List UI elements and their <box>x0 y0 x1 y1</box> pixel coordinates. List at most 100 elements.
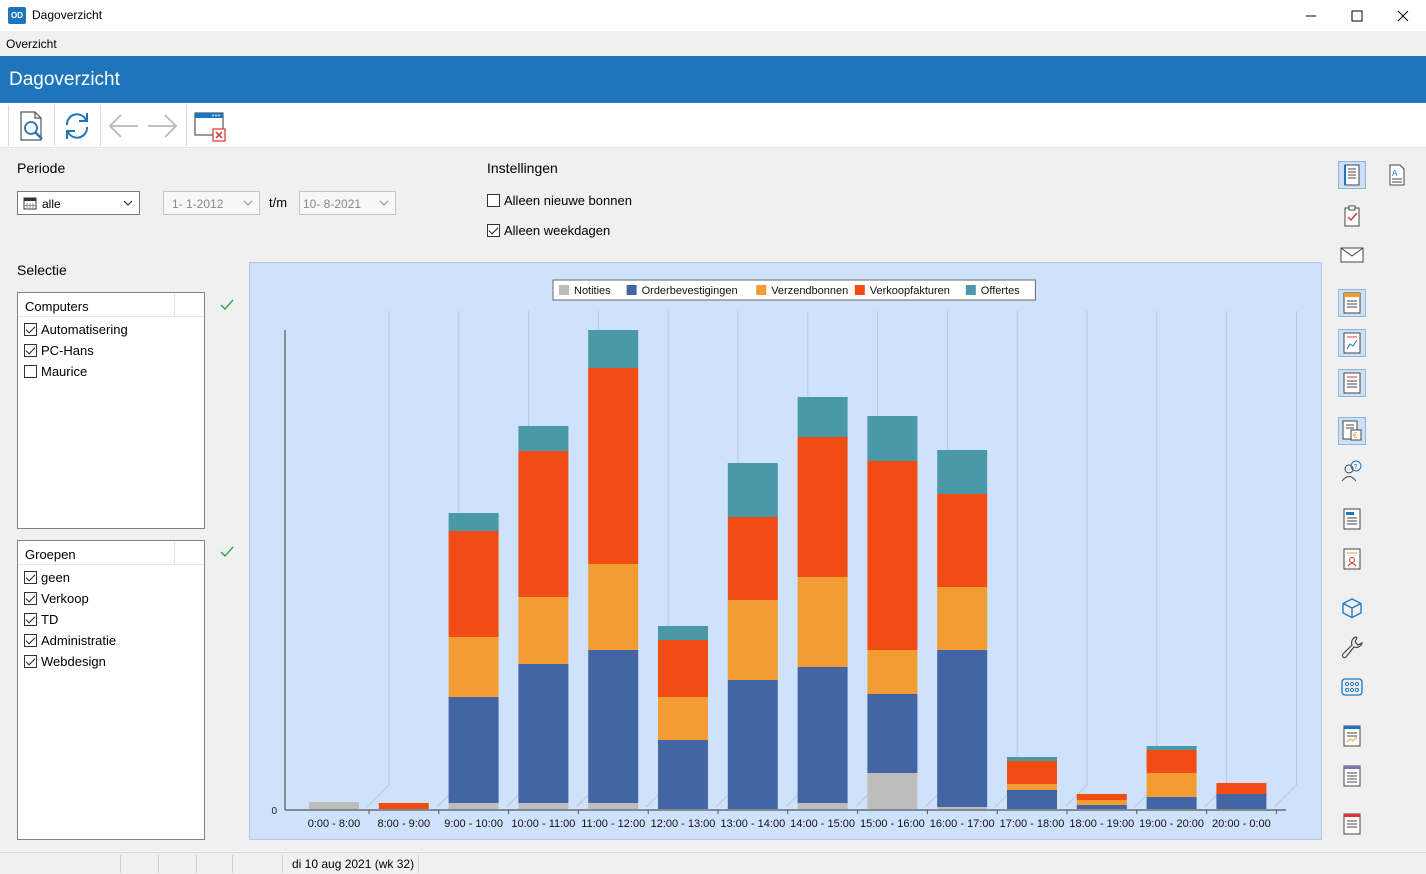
to-date-value: 10- 8-2021 <box>303 197 362 211</box>
invoice-person-button[interactable] <box>1338 545 1366 573</box>
groep-item-label: Administratie <box>41 633 117 648</box>
bar-segment <box>1216 783 1267 794</box>
document-text-icon: A <box>1389 164 1405 186</box>
alleen-nieuwe-bonnen-checkbox[interactable]: Alleen nieuwe bonnen <box>487 193 632 208</box>
bar-segment <box>448 803 499 809</box>
menu-bar: Overzicht <box>0 31 1426 56</box>
minimize-icon <box>1306 15 1316 16</box>
periode-select[interactable]: alle <box>17 191 140 215</box>
bar-segment <box>797 803 848 809</box>
from-date-field[interactable]: 1- 1-2012 <box>163 191 260 215</box>
toolbar <box>0 103 1426 148</box>
back-button[interactable] <box>106 108 142 144</box>
users-help-button[interactable]: ? <box>1338 457 1366 485</box>
bar-segment <box>518 426 569 451</box>
form-lines-button[interactable] <box>1338 369 1366 397</box>
groep-item[interactable]: geen <box>24 570 70 585</box>
status-date: di 10 aug 2021 (wk 32) <box>292 857 415 871</box>
wrench-button[interactable] <box>1338 633 1366 661</box>
menu-overzicht[interactable]: Overzicht <box>6 37 57 51</box>
report-text-button[interactable] <box>1338 810 1366 838</box>
report-list-button[interactable] <box>1338 762 1366 790</box>
form-icon <box>1343 292 1361 314</box>
close-window-button[interactable] <box>192 108 228 144</box>
report-icon <box>1343 725 1361 747</box>
x-tick-label: 17:00 - 18:00 <box>1000 818 1065 830</box>
x-tick-label: 14:00 - 15:00 <box>790 818 855 830</box>
cube-button[interactable] <box>1338 594 1366 622</box>
groepen-list-header: Groepen <box>18 541 204 565</box>
from-date-value: 1- 1-2012 <box>172 197 224 211</box>
bar-segment <box>448 531 499 637</box>
checkbox-box <box>24 365 37 378</box>
journal-button[interactable] <box>1338 161 1366 189</box>
back-arrow-icon <box>108 114 138 138</box>
computer-item[interactable]: PC-Hans <box>24 343 94 358</box>
groepen-header-label: Groepen <box>25 547 76 562</box>
bar-segment <box>1076 794 1127 800</box>
grid-icon <box>1341 678 1363 696</box>
groepen-list[interactable]: Groepen geen Verkoop TD Administratie We… <box>17 540 205 840</box>
bar-segment <box>1007 757 1057 761</box>
svg-text:A: A <box>1392 169 1398 178</box>
close-button[interactable] <box>1380 0 1426 31</box>
select-all-groepen-check-icon[interactable] <box>219 544 235 560</box>
form-euro-button[interactable]: € <box>1338 417 1366 445</box>
alleen-weekdagen-checkbox[interactable]: Alleen weekdagen <box>487 223 610 238</box>
report-text-icon <box>1343 813 1361 835</box>
bar-segment <box>1146 797 1197 809</box>
title-bar: OD Dagoverzicht <box>0 0 1426 31</box>
toolbar-separator <box>8 105 9 146</box>
checkbox-box <box>24 613 37 626</box>
groep-item-label: Verkoop <box>41 591 89 606</box>
bar-segment <box>378 803 429 809</box>
chart-panel: 0 0:00 - 8:00 8:00 - 9:00 9:00 - 10:00 10:00… <box>249 262 1322 840</box>
computer-item[interactable]: Automatisering <box>24 322 128 337</box>
maximize-button[interactable] <box>1334 0 1380 31</box>
invoice-button[interactable] <box>1338 505 1366 533</box>
status-separator <box>196 855 197 873</box>
bar-segment <box>1007 784 1057 790</box>
x-tick-label: 10:00 - 11:00 <box>511 818 575 830</box>
legend-label: Offertes <box>981 285 1020 297</box>
checkbox-box <box>24 571 37 584</box>
refresh-button[interactable] <box>59 108 95 144</box>
computer-item[interactable]: Maurice <box>24 364 87 379</box>
form-button[interactable] <box>1338 289 1366 317</box>
bar-segment <box>518 451 569 597</box>
toolbar-separator <box>186 105 187 146</box>
bar-segment <box>937 807 988 809</box>
x-tick-label: 9:00 - 10:00 <box>444 818 503 830</box>
checklist-icon <box>1344 205 1360 227</box>
status-separator <box>120 855 121 873</box>
x-tick-label: 18:00 - 19:00 <box>1069 818 1134 830</box>
forward-button[interactable] <box>144 108 180 144</box>
invoice-icon <box>1343 508 1361 530</box>
gridline <box>366 784 390 808</box>
select-all-computers-check-icon[interactable] <box>219 297 235 313</box>
computers-list[interactable]: Computers Automatisering PC-Hans Maurice <box>17 292 205 529</box>
grid-button[interactable] <box>1338 673 1366 701</box>
groep-item[interactable]: TD <box>24 612 58 627</box>
checklist-button[interactable] <box>1338 202 1366 230</box>
form-chart-button[interactable] <box>1338 329 1366 357</box>
preview-button[interactable] <box>14 108 50 144</box>
forward-arrow-icon <box>148 114 178 138</box>
instellingen-label: Instellingen <box>487 160 558 176</box>
preview-icon <box>20 111 43 141</box>
app-logo-icon: OD <box>8 7 26 24</box>
mail-button[interactable] <box>1338 241 1366 269</box>
report-button[interactable] <box>1338 722 1366 750</box>
bar-segment <box>797 577 848 667</box>
minimize-button[interactable] <box>1288 0 1334 31</box>
groep-item[interactable]: Webdesign <box>24 654 106 669</box>
bar-segment <box>1076 800 1127 805</box>
x-tick-label: 8:00 - 9:00 <box>378 818 431 830</box>
to-date-field[interactable]: 10- 8-2021 <box>299 191 396 215</box>
groep-item[interactable]: Administratie <box>24 633 116 648</box>
bar-segment <box>518 664 569 803</box>
document-text-button[interactable]: A <box>1383 161 1411 189</box>
bar-segment <box>588 803 639 809</box>
groep-item[interactable]: Verkoop <box>24 591 89 606</box>
checkbox-box <box>24 634 37 647</box>
